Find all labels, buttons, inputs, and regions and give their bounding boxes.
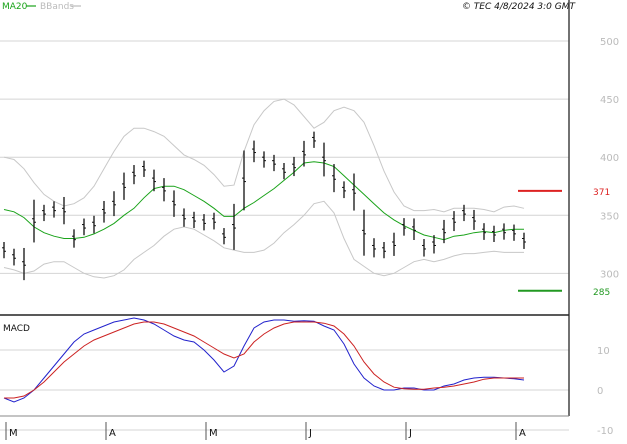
price-bar — [182, 208, 186, 227]
price-bar — [452, 211, 456, 232]
level-label: 285 — [593, 288, 610, 298]
x-tick-label: M — [209, 428, 218, 439]
price-bar — [312, 131, 316, 148]
price-bar — [392, 232, 396, 256]
ma20-line — [3, 161, 524, 241]
x-tick-label: J — [408, 428, 412, 439]
chart-frame — [0, 0, 570, 417]
price-bar — [22, 247, 26, 281]
price-bar — [402, 218, 406, 236]
price-bar — [412, 218, 416, 241]
price-tick-label: 450 — [600, 95, 619, 106]
price-bar — [52, 201, 56, 218]
price-tick-label: 300 — [600, 269, 619, 280]
legend-ma20: MA20 — [2, 2, 28, 12]
price-bar — [432, 235, 436, 254]
bollinger-bands — [3, 98, 525, 279]
macd-lines — [3, 317, 525, 403]
copyright-text: © TEC 4/8/2024 3:0 GMT — [462, 2, 577, 12]
price-bar — [502, 223, 506, 240]
legend-bbands: BBands — [40, 2, 74, 12]
x-tick-label: A — [519, 428, 526, 439]
price-bar — [132, 165, 136, 185]
price-bar — [422, 239, 426, 257]
price-bar — [462, 204, 466, 222]
price-bar — [202, 214, 206, 231]
price-bar — [2, 241, 6, 259]
ma20-series — [3, 161, 524, 241]
price-tick-label: 500 — [600, 37, 619, 48]
price-bar — [162, 178, 166, 202]
price-bar — [262, 151, 266, 168]
price-bar — [152, 169, 156, 192]
level-label: 371 — [593, 188, 610, 198]
price-bar — [222, 228, 226, 245]
price-bar — [12, 248, 16, 266]
x-tick-label: A — [109, 428, 116, 439]
price-bar — [472, 209, 476, 230]
macd-gridlines — [0, 349, 569, 431]
price-bar — [92, 215, 96, 234]
macd-series-line — [4, 321, 524, 399]
bollinger-upper-band — [3, 98, 525, 213]
price-bar — [492, 225, 496, 242]
bollinger-lower-band — [3, 200, 524, 279]
x-tick-label: J — [308, 428, 312, 439]
price-bar — [242, 150, 246, 211]
price-bar — [252, 140, 256, 163]
price-bar — [342, 181, 346, 199]
price-tick-label: 350 — [600, 211, 619, 222]
price-bar — [442, 219, 446, 244]
macd-tick-label: 10 — [597, 346, 610, 357]
macd-axis-labels: 10 0 -10 — [597, 346, 613, 437]
price-bar — [382, 241, 386, 259]
legend: MA20 BBands — [2, 2, 81, 12]
price-bar — [212, 212, 216, 230]
price-bar — [232, 203, 236, 250]
x-tick-label: M — [9, 428, 18, 439]
price-bar — [372, 238, 376, 258]
price-bar — [302, 140, 306, 167]
price-bar — [352, 173, 356, 211]
price-bar — [122, 172, 126, 200]
price-bar — [112, 191, 116, 217]
price-bar — [332, 164, 336, 193]
price-tick-label: 400 — [600, 153, 619, 164]
price-bar — [102, 200, 106, 223]
price-bar — [322, 142, 326, 177]
macd-series-line — [3, 317, 525, 403]
price-bar — [292, 156, 296, 177]
price-bar — [32, 199, 36, 243]
price-bar — [172, 190, 176, 217]
price-axis-labels: 500 450 400 350 300 — [600, 37, 619, 280]
price-bars — [2, 131, 526, 281]
price-bar — [362, 209, 366, 256]
price-bar — [522, 232, 526, 249]
price-bar — [192, 211, 196, 229]
price-bar — [512, 224, 516, 241]
price-gridlines — [0, 40, 569, 274]
macd-tick-label: -10 — [597, 426, 613, 437]
price-bar — [72, 229, 76, 248]
price-bar — [62, 196, 66, 225]
price-bar — [82, 218, 86, 236]
macd-tick-label: 0 — [597, 386, 603, 397]
price-bar — [272, 154, 276, 172]
price-bar — [42, 204, 46, 222]
price-bar — [142, 160, 146, 177]
price-bar — [282, 163, 286, 180]
support-resistance-levels: 371 285 — [518, 188, 610, 298]
price-bar — [482, 223, 486, 240]
macd-title: MACD — [3, 324, 30, 334]
